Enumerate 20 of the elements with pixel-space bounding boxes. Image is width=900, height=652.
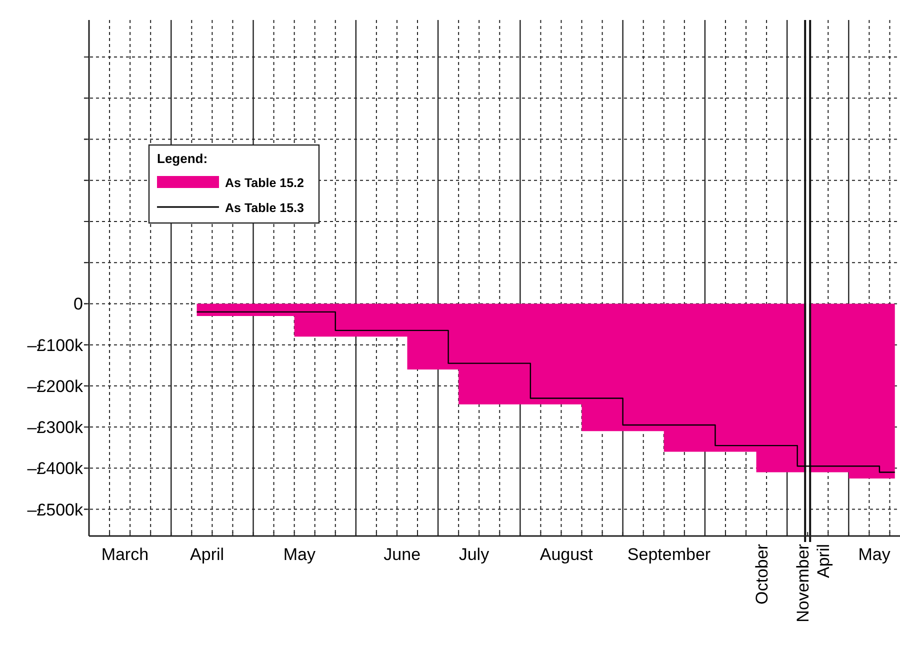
x-tick-label: May: [283, 545, 316, 564]
legend-label: As Table 15.2: [225, 176, 304, 190]
x-tick-label: April: [814, 544, 834, 578]
x-tick-label: September: [627, 545, 711, 564]
y-tick-label: –£100k: [27, 336, 84, 355]
y-tick-label: –£400k: [27, 459, 84, 478]
x-tick-label: October: [752, 544, 772, 604]
y-tick-label: 0: [74, 294, 83, 314]
x-tick-label: March: [101, 545, 149, 564]
y-tick-label: –£500k: [27, 500, 84, 520]
x-tick-label: November: [793, 544, 812, 622]
y-tick-label: –£200k: [27, 376, 84, 396]
x-tick-label: June: [384, 545, 421, 564]
x-tick-label: July: [458, 545, 490, 564]
legend-label: As Table 15.3: [225, 201, 304, 215]
x-tick-label: August: [540, 545, 594, 564]
y-tick-label: –£300k: [27, 418, 84, 438]
legend-title: Legend:: [157, 151, 208, 166]
x-tick-label: April: [190, 545, 224, 564]
x-tick-label: May: [858, 545, 891, 564]
